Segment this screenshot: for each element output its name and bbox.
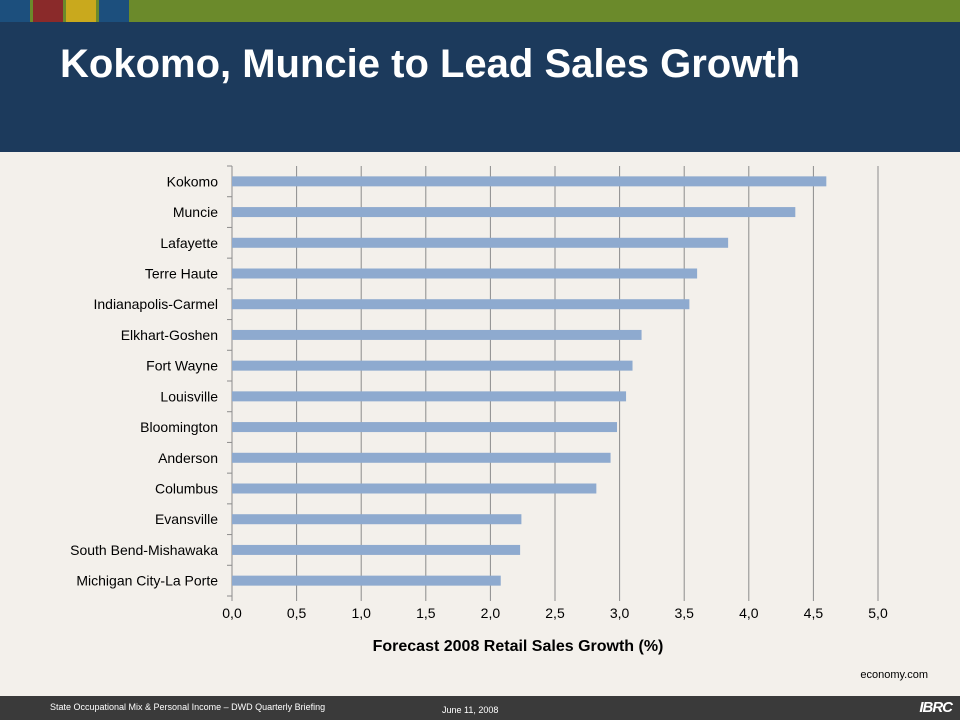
category-label: Terre Haute — [145, 266, 218, 282]
accent-square-3 — [66, 0, 96, 22]
accent-square-2 — [33, 0, 63, 22]
x-tick-label: 2,5 — [545, 605, 565, 621]
category-label: Michigan City-La Porte — [76, 573, 218, 589]
ibrc-logo: IBRC — [919, 699, 953, 716]
x-axis-label: Forecast 2008 Retail Sales Growth (%) — [373, 638, 664, 655]
bar — [232, 575, 501, 586]
category-label: Anderson — [158, 450, 218, 466]
bar — [232, 422, 618, 433]
x-tick-label: 0,0 — [222, 605, 242, 621]
x-tick-label: 4,5 — [804, 605, 824, 621]
bar — [232, 299, 690, 310]
top-accent-band — [0, 0, 960, 22]
category-label: Fort Wayne — [146, 358, 218, 374]
bar — [232, 237, 729, 248]
category-label: South Bend-Mishawaka — [70, 542, 218, 558]
accent-square-4 — [99, 0, 129, 22]
x-tick-label: 4,0 — [739, 605, 759, 621]
category-label: Elkhart-Goshen — [121, 327, 218, 343]
slide-footer: State Occupational Mix & Personal Income… — [0, 696, 960, 720]
x-tick-label: 2,0 — [481, 605, 501, 621]
category-label: Lafayette — [160, 235, 218, 251]
source-note: economy.com — [860, 669, 928, 681]
x-tick-label: 3,5 — [674, 605, 694, 621]
category-label: Evansville — [155, 511, 218, 527]
category-label: Louisville — [160, 388, 218, 404]
bar — [232, 544, 521, 555]
slide-title: Kokomo, Muncie to Lead Sales Growth — [60, 42, 801, 86]
x-tick-label: 0,5 — [287, 605, 307, 621]
bar — [232, 268, 698, 279]
category-label: Bloomington — [140, 419, 218, 435]
footer-text: State Occupational Mix & Personal Income… — [50, 702, 326, 712]
accent-square-1 — [0, 0, 30, 22]
bar — [232, 329, 642, 340]
bar-chart: 0,0 0,5 1,0 1,5 2,0 2,5 3,0 3,5 4,0 4,5 5,0 Kokomo M… — [70, 165, 888, 655]
category-label: Kokomo — [167, 173, 219, 189]
x-tick-label: 1,5 — [416, 605, 436, 621]
bar — [232, 483, 597, 494]
x-tick-label: 1,0 — [351, 605, 371, 621]
x-tick-label: 3,0 — [610, 605, 630, 621]
bar — [232, 360, 633, 371]
x-tick-label: 5,0 — [868, 605, 888, 621]
category-label: Muncie — [173, 204, 218, 220]
category-label: Indianapolis-Carmel — [93, 296, 218, 312]
footer-date: June 11, 2008 — [442, 705, 499, 715]
category-label: Columbus — [155, 481, 218, 497]
bar — [232, 391, 627, 402]
bar — [232, 176, 827, 187]
bar — [232, 514, 522, 525]
bar — [232, 207, 796, 218]
slide-header: Kokomo, Muncie to Lead Sales Growth — [0, 22, 960, 152]
bar — [232, 452, 611, 463]
